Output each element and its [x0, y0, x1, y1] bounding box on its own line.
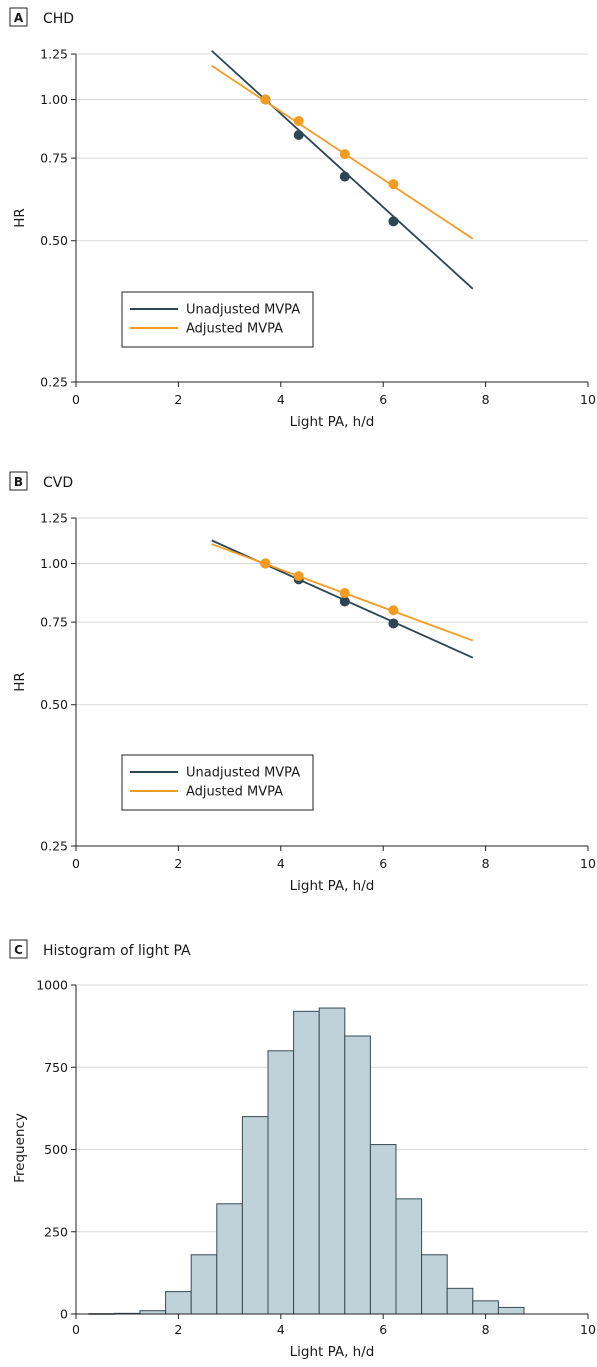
x-axis-title: Light PA, h/d: [290, 878, 375, 894]
legend-label-unadjusted: Unadjusted MVPA: [186, 766, 300, 781]
histogram-bar: [369, 1144, 397, 1315]
y-tick-label: 0.25: [40, 839, 68, 854]
x-tick-label: 0: [72, 856, 80, 871]
panel-a: A CHD 0.25 0.50 0.75 1.00 1.25 0 2 4 6 8 10 Light PA,…: [9, 7, 596, 430]
histogram-bar: [497, 1306, 525, 1315]
legend: Unadjusted MVPA Adjusted MVPA: [121, 291, 314, 348]
x-tick-label: 2: [174, 1322, 182, 1337]
x-tick-label: 8: [482, 1322, 490, 1337]
panel-letter: C: [14, 943, 23, 957]
panel-b: B CVD 0.25 0.50 0.75 1.00 1.25 0 2 4 6 8 10 Light PA,…: [9, 471, 596, 894]
y-axis-title: Frequency: [12, 1113, 28, 1183]
x-tick-label: 8: [482, 856, 490, 871]
y-tick-label: 750: [44, 1060, 68, 1075]
histogram-bar: [344, 1035, 371, 1315]
data-point-unadjusted: [339, 171, 350, 182]
x-tick-label: 2: [174, 392, 182, 407]
panel-title: CHD: [43, 11, 74, 27]
legend-box: [121, 754, 314, 811]
x-tick-label: 8: [482, 392, 490, 407]
data-point-unadjusted: [293, 130, 304, 141]
panel-letter: B: [14, 475, 23, 489]
panel-c: C Histogram of light PA 0 250 500 750 1000 0 2 4 6…: [9, 939, 596, 1360]
y-tick-label: 1.00: [40, 556, 68, 571]
data-point-adjusted: [339, 588, 350, 599]
x-tick-label: 10: [580, 856, 596, 871]
panel-letter: A: [14, 11, 24, 25]
x-tick-label: 4: [277, 1322, 285, 1337]
y-axis-title: HR: [12, 672, 28, 692]
x-tick-label: 0: [72, 1322, 80, 1337]
y-tick-label: 1.00: [40, 92, 68, 107]
histogram-bar: [241, 1116, 269, 1315]
histogram-bar: [318, 1007, 346, 1315]
panel-title: CVD: [43, 475, 73, 491]
data-point-unadjusted: [388, 216, 399, 227]
histogram-bar: [395, 1198, 423, 1315]
x-tick-label: 0: [72, 392, 80, 407]
x-axis-title: Light PA, h/d: [290, 414, 375, 430]
y-tick-label: 0: [60, 1307, 68, 1322]
data-point-adjusted: [388, 179, 399, 190]
y-tick-label: 0.75: [40, 615, 68, 630]
data-point-adjusted: [260, 94, 271, 105]
y-tick-label: 250: [44, 1224, 68, 1239]
data-point-adjusted: [339, 149, 350, 160]
histogram-bar: [472, 1300, 499, 1315]
data-point-adjusted: [293, 115, 304, 126]
y-tick-label: 1.25: [40, 511, 68, 526]
legend-label-adjusted: Adjusted MVPA: [186, 322, 283, 337]
y-tick-label: 0.50: [40, 697, 68, 712]
data-point-adjusted: [388, 605, 399, 616]
histogram-bar: [216, 1203, 243, 1315]
x-tick-label: 4: [277, 392, 285, 407]
y-axis-title: HR: [12, 208, 28, 228]
x-tick-label: 10: [580, 392, 596, 407]
x-tick-label: 6: [379, 1322, 387, 1337]
panel-title: Histogram of light PA: [43, 943, 191, 959]
y-tick-label: 500: [44, 1142, 68, 1157]
histogram-bar: [421, 1254, 448, 1315]
y-tick-label: 0.25: [40, 375, 68, 390]
legend: Unadjusted MVPA Adjusted MVPA: [121, 754, 314, 811]
histogram-bar: [293, 1010, 320, 1315]
x-tick-label: 2: [174, 856, 182, 871]
x-tick-label: 6: [379, 856, 387, 871]
y-tick-label: 0.50: [40, 233, 68, 248]
panel-letter-box: [9, 939, 28, 959]
histogram-bar: [165, 1291, 192, 1315]
y-tick-label: 1000: [36, 978, 68, 993]
histogram-bar: [267, 1050, 295, 1315]
y-tick-label: 1.25: [40, 47, 68, 62]
panel-letter-box: [9, 7, 28, 27]
x-tick-label: 4: [277, 856, 285, 871]
histogram-bar: [446, 1287, 474, 1315]
legend-label-unadjusted: Unadjusted MVPA: [186, 303, 300, 318]
legend-label-adjusted: Adjusted MVPA: [186, 785, 283, 800]
series-line-unadjusted: [211, 50, 474, 290]
x-tick-label: 6: [379, 392, 387, 407]
panel-letter-box: [9, 471, 28, 491]
data-point-unadjusted: [339, 596, 350, 607]
histogram-bar: [190, 1254, 218, 1315]
data-point-adjusted: [293, 571, 304, 582]
x-tick-label: 10: [580, 1322, 596, 1337]
legend-box: [121, 291, 314, 348]
y-tick-label: 0.75: [40, 151, 68, 166]
data-point-unadjusted: [388, 618, 399, 629]
x-axis-title: Light PA, h/d: [290, 1344, 375, 1360]
data-point-adjusted: [260, 558, 271, 569]
